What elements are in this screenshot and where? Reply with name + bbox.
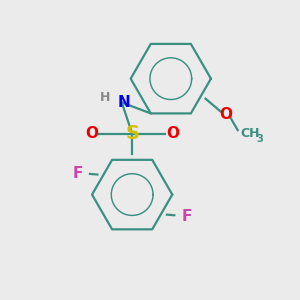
Text: F: F xyxy=(72,166,83,181)
Text: O: O xyxy=(166,126,179,141)
Text: H: H xyxy=(100,91,111,103)
Text: N: N xyxy=(118,95,130,110)
Text: O: O xyxy=(85,126,98,141)
Text: F: F xyxy=(182,208,192,224)
Text: CH: CH xyxy=(241,127,260,140)
Text: 3: 3 xyxy=(256,134,263,144)
Text: O: O xyxy=(219,107,232,122)
Text: S: S xyxy=(125,124,139,143)
